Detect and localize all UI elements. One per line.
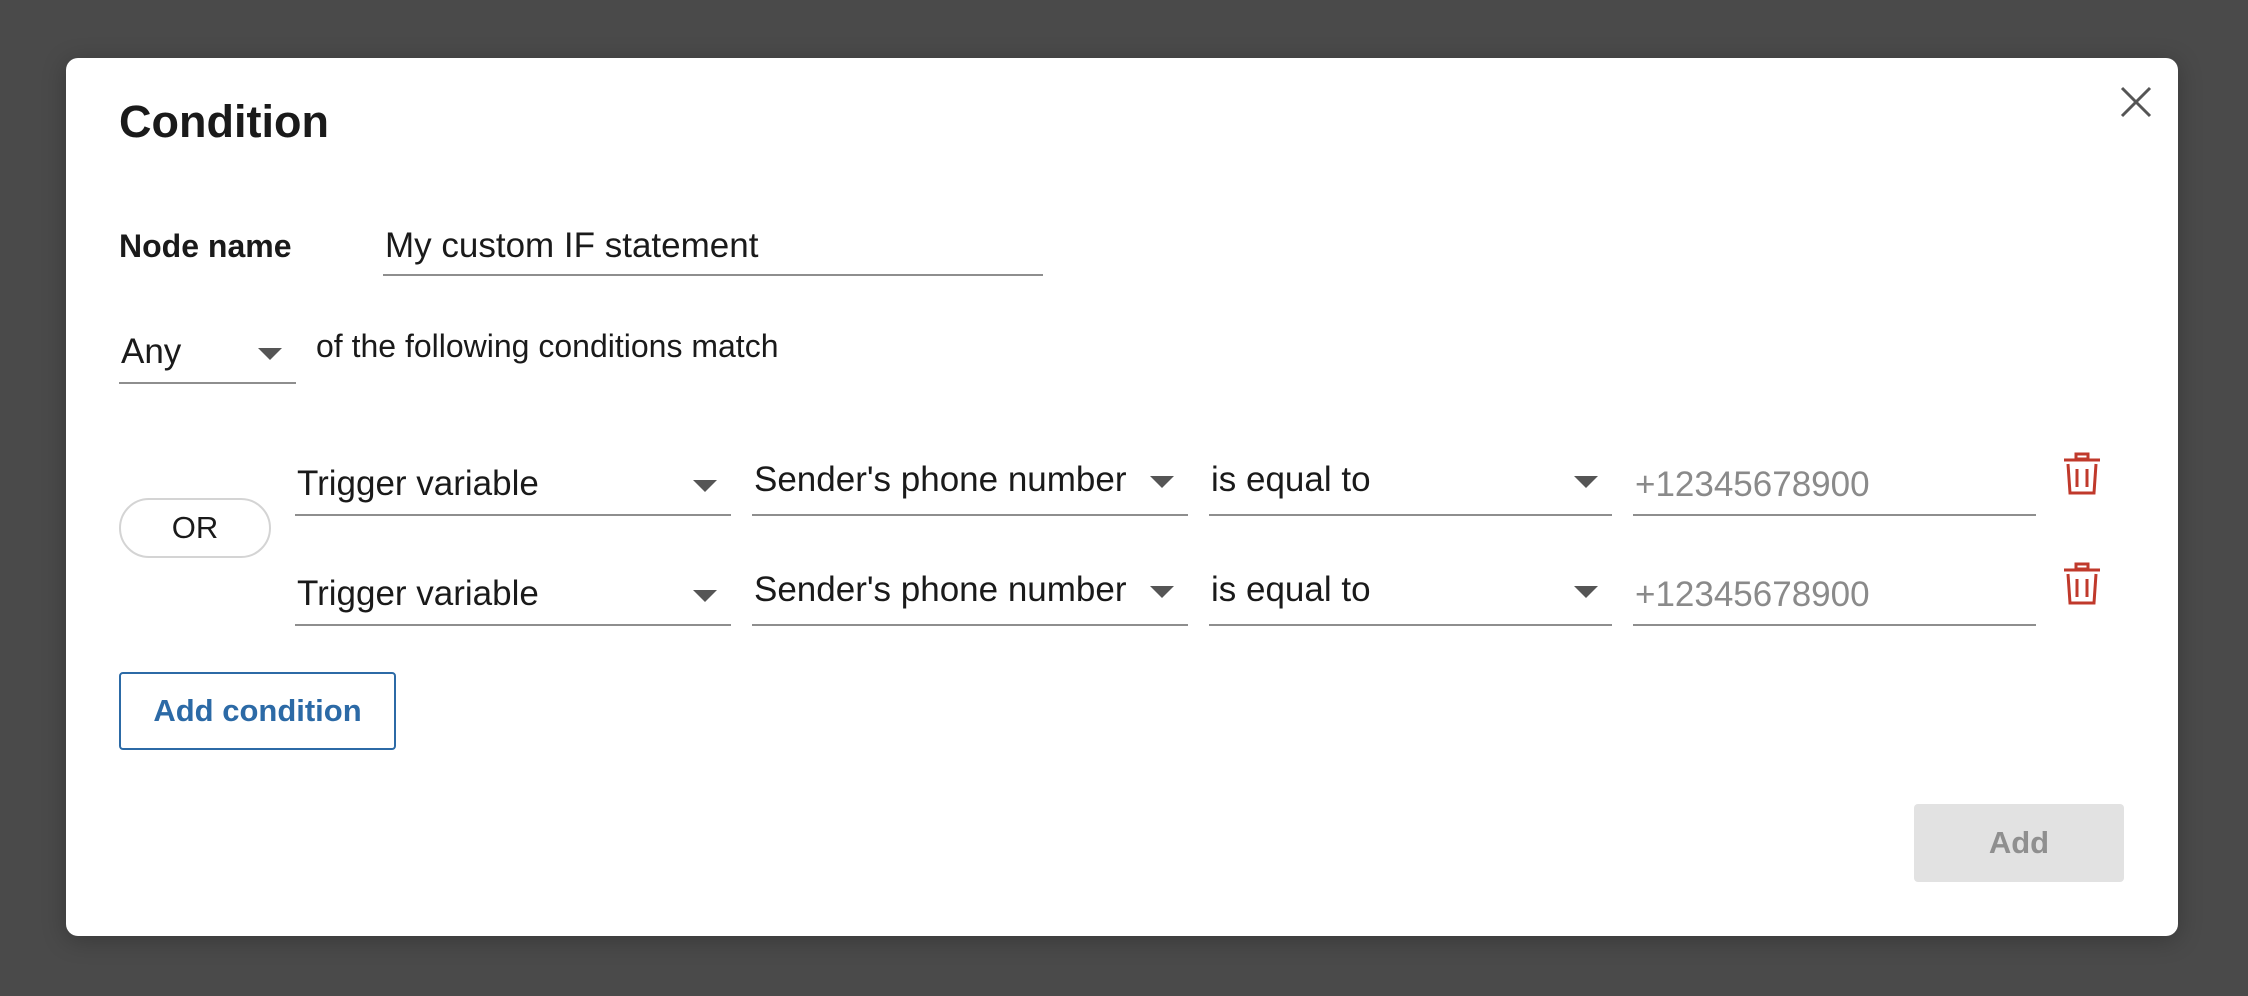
logic-operator-badge: OR (119, 498, 271, 558)
condition-variable-select[interactable]: Sender's phone number (752, 456, 1188, 516)
delete-condition-button[interactable] (2062, 562, 2102, 606)
condition-variable-select[interactable]: Sender's phone number (752, 566, 1188, 626)
close-button[interactable] (2114, 80, 2158, 124)
chevron-down-icon (1574, 476, 1598, 488)
condition-value-input[interactable] (1633, 456, 2036, 516)
match-mode-value: Any (121, 332, 182, 371)
delete-condition-button[interactable] (2062, 452, 2102, 496)
condition-source-value: Trigger variable (297, 464, 539, 503)
dialog-title: Condition (119, 96, 329, 147)
condition-operator-value: is equal to (1211, 460, 1371, 499)
condition-operator-select[interactable]: is equal to (1209, 456, 1612, 516)
chevron-down-icon (1574, 586, 1598, 598)
condition-source-select[interactable]: Trigger variable (295, 566, 731, 626)
chevron-down-icon (693, 590, 717, 602)
match-description: of the following conditions match (316, 328, 779, 364)
condition-operator-select[interactable]: is equal to (1209, 566, 1612, 626)
chevron-down-icon (693, 480, 717, 492)
condition-variable-value: Sender's phone number (754, 460, 1127, 499)
node-name-label: Node name (119, 228, 292, 264)
chevron-down-icon (1150, 476, 1174, 488)
condition-value-input[interactable] (1633, 566, 2036, 626)
trash-icon (2064, 452, 2100, 495)
condition-variable-value: Sender's phone number (754, 570, 1127, 609)
condition-dialog: Condition Node name Any of the following… (66, 58, 2178, 936)
match-mode-select[interactable]: Any (119, 324, 296, 384)
node-name-input[interactable] (383, 218, 1043, 276)
condition-operator-value: is equal to (1211, 570, 1371, 609)
chevron-down-icon (258, 348, 282, 360)
add-condition-button[interactable]: Add condition (119, 672, 396, 750)
chevron-down-icon (1150, 586, 1174, 598)
condition-source-select[interactable]: Trigger variable (295, 456, 731, 516)
trash-icon (2064, 562, 2100, 605)
condition-source-value: Trigger variable (297, 574, 539, 613)
add-button[interactable]: Add (1914, 804, 2124, 882)
close-icon (2120, 86, 2152, 118)
